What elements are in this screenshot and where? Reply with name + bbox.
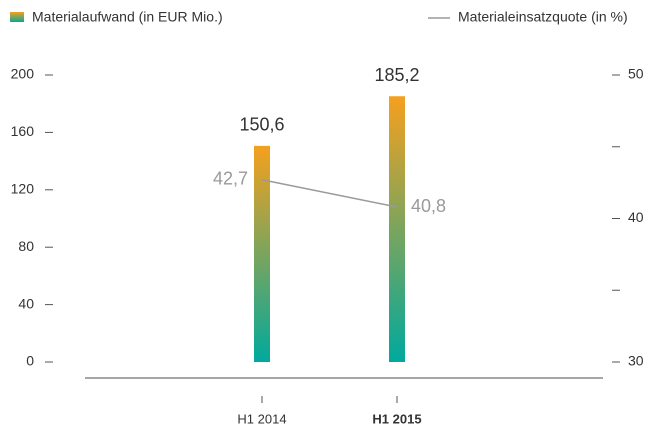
line	[261, 179, 398, 208]
bar	[389, 96, 405, 362]
y-tick-label: 160	[11, 123, 35, 139]
legend-label: Materialeinsatzquote (in %)	[458, 9, 628, 25]
bar	[254, 145, 270, 362]
x-tick-label: H1 2014	[237, 411, 286, 426]
y-tick-label: 40	[18, 295, 34, 311]
y-tick-label: 120	[11, 181, 35, 197]
legend-label: Materialaufwand (in EUR Mio.)	[32, 9, 223, 25]
line-value-label: 40,8	[411, 196, 446, 216]
y2-tick-label: 30	[628, 353, 644, 369]
bar-value-label: 150,6	[239, 115, 284, 135]
legend-swatch	[10, 12, 24, 22]
x-tick-label: H1 2015	[372, 411, 421, 426]
y2-tick-label: 40	[628, 209, 644, 225]
line-value-label: 42,7	[213, 169, 248, 189]
y2-tick-label: 50	[628, 66, 644, 82]
y-tick-label: 80	[18, 238, 34, 254]
bar-value-label: 185,2	[374, 65, 419, 85]
y-tick-label: 200	[11, 66, 35, 82]
y-tick-label: 0	[26, 353, 34, 369]
